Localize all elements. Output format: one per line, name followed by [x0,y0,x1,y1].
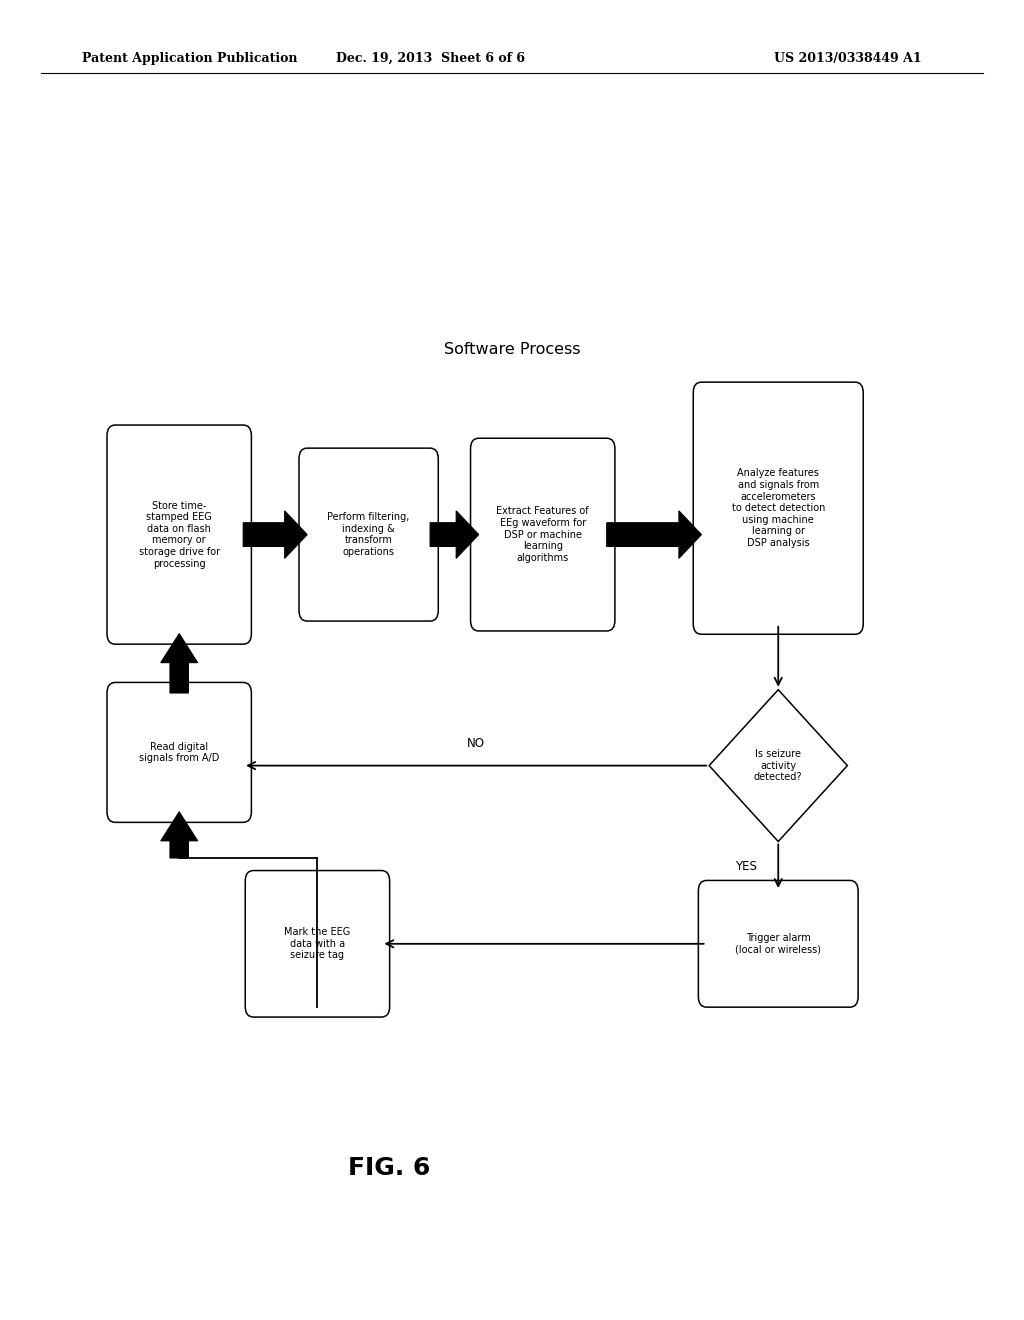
FancyBboxPatch shape [106,425,252,644]
Text: Mark the EEG
data with a
seizure tag: Mark the EEG data with a seizure tag [285,927,350,961]
Text: Analyze features
and signals from
accelerometers
to detect detection
using machi: Analyze features and signals from accele… [731,469,825,548]
Text: YES: YES [734,859,757,873]
Text: Patent Application Publication: Patent Application Publication [82,51,297,65]
Text: NO: NO [467,737,485,750]
FancyBboxPatch shape [693,383,863,635]
Text: Trigger alarm
(local or wireless): Trigger alarm (local or wireless) [735,933,821,954]
Polygon shape [606,511,701,558]
Polygon shape [244,511,307,558]
Text: Dec. 19, 2013  Sheet 6 of 6: Dec. 19, 2013 Sheet 6 of 6 [336,51,524,65]
Polygon shape [709,689,848,842]
Polygon shape [430,511,479,558]
Text: Perform filtering,
indexing &
transform
operations: Perform filtering, indexing & transform … [328,512,410,557]
Text: FIG. 6: FIG. 6 [348,1156,430,1180]
Text: Is seizure
activity
detected?: Is seizure activity detected? [754,748,803,783]
Text: Extract Features of
EEg waveform for
DSP or machine
learning
algorithms: Extract Features of EEg waveform for DSP… [497,507,589,562]
Text: US 2013/0338449 A1: US 2013/0338449 A1 [774,51,922,65]
Polygon shape [161,812,198,858]
FancyBboxPatch shape [246,871,389,1016]
FancyBboxPatch shape [471,438,614,631]
Text: Store time-
stamped EEG
data on flash
memory or
storage drive for
processing: Store time- stamped EEG data on flash me… [138,500,220,569]
Polygon shape [161,634,198,693]
Text: Read digital
signals from A/D: Read digital signals from A/D [139,742,219,763]
FancyBboxPatch shape [299,449,438,622]
Text: Software Process: Software Process [443,342,581,358]
FancyBboxPatch shape [106,682,252,822]
FancyBboxPatch shape [698,880,858,1007]
